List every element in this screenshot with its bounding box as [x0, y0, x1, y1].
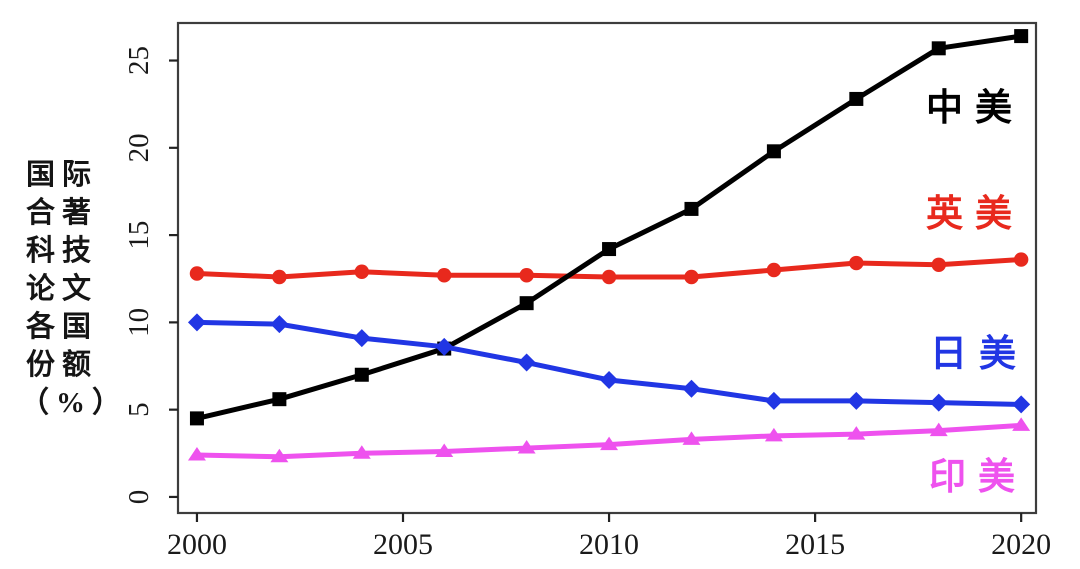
series-marker-0: [437, 268, 452, 283]
series-marker-1: [1014, 29, 1029, 44]
y-tick-label: 0: [123, 490, 155, 505]
series-marker-1: [354, 367, 369, 382]
series-label-0: 英美: [926, 193, 1024, 235]
y-axis-title-line: 合著: [25, 197, 98, 229]
y-axis-title-line: 论文: [25, 273, 98, 305]
series-marker-3: [517, 440, 536, 454]
y-axis-title-line: （%）: [20, 387, 129, 419]
x-tick-label: 2005: [373, 528, 433, 561]
series-marker-0: [1013, 252, 1029, 267]
series-marker-3: [352, 445, 371, 459]
series-line-1: [194, 33, 1024, 421]
series-marker-0: [189, 266, 205, 281]
series-marker-0: [849, 255, 864, 271]
x-tick-label: 2000: [167, 528, 227, 561]
series-marker-1: [931, 41, 946, 56]
series-marker-2: [682, 379, 701, 398]
series-marker-0: [931, 257, 946, 272]
series-marker-2: [270, 315, 289, 334]
y-tick-label: 10: [123, 308, 155, 337]
series-marker-3: [600, 436, 619, 451]
series-marker-2: [847, 391, 866, 410]
x-tick-label: 2010: [579, 528, 639, 561]
series-marker-3: [187, 447, 206, 461]
series-marker-3: [270, 448, 289, 463]
y-axis-title-line: 国际: [25, 159, 98, 191]
series-marker-0: [601, 269, 617, 285]
x-tick-label: 2020: [991, 528, 1051, 561]
y-tick-label: 15: [123, 221, 155, 250]
series-marker-0: [766, 262, 782, 278]
y-axis-title-line: 各国: [25, 311, 98, 343]
y-tick-label: 25: [123, 46, 155, 75]
y-axis-title-line: 科技: [25, 235, 98, 267]
series-marker-1: [272, 392, 287, 407]
series-marker-1: [849, 91, 864, 106]
series-marker-2: [435, 337, 454, 356]
series-marker-1: [602, 242, 617, 257]
series-label-3: 印美: [929, 456, 1027, 498]
series-marker-2: [929, 393, 948, 412]
series-marker-2: [187, 313, 206, 332]
series-marker-1: [189, 411, 204, 426]
y-tick-label: 20: [123, 133, 155, 162]
y-axis-title-line: 份额: [25, 349, 98, 381]
series-marker-2: [1012, 395, 1031, 414]
series-marker-3: [435, 443, 454, 458]
series-label-2: 日美: [930, 333, 1028, 375]
series-marker-3: [764, 427, 783, 442]
series-marker-2: [600, 370, 619, 389]
series-marker-0: [519, 268, 534, 283]
series-marker-2: [764, 391, 783, 410]
series-line-2: [194, 319, 1024, 407]
y-tick-label: 5: [123, 402, 155, 417]
series-marker-2: [352, 329, 371, 348]
series-marker-3: [929, 422, 948, 437]
series-marker-0: [272, 269, 287, 285]
series-marker-3: [847, 426, 866, 440]
series-marker-1: [684, 201, 699, 216]
plot-frame: [176, 21, 1038, 515]
series-marker-3: [682, 431, 701, 445]
series-marker-0: [354, 264, 369, 279]
y-axis-title: 国际 合著 科技 论文 各国 份额 （%）: [20, 156, 129, 422]
series-label-1: 中美: [926, 87, 1024, 129]
series-marker-1: [766, 144, 781, 159]
series-marker-0: [684, 269, 699, 285]
x-tick-label: 2015: [785, 528, 845, 561]
series-marker-2: [517, 353, 536, 372]
series-marker-1: [519, 296, 534, 311]
series-marker-3: [1012, 417, 1031, 431]
